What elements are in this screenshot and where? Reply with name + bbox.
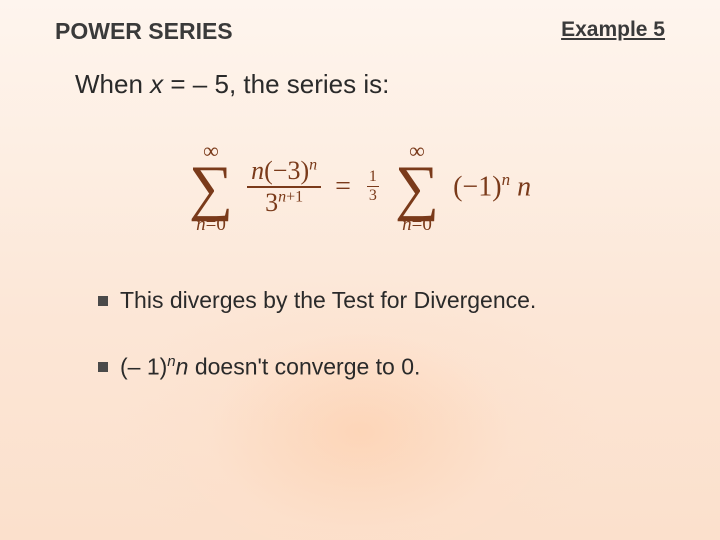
lhs-fraction: n(−3)n 3n+1 xyxy=(247,156,321,218)
bullet-text: (– 1)nn doesn't converge to 0. xyxy=(120,352,420,383)
intro-prefix: When xyxy=(75,69,150,99)
equals-sign: = xyxy=(335,171,351,203)
bullet-icon xyxy=(98,296,108,306)
coef-denominator: 3 xyxy=(367,187,379,205)
summation-left: ∞ ∑ n=0 xyxy=(189,140,233,234)
intro-variable: x xyxy=(150,69,163,99)
intro-value: – 5 xyxy=(193,69,229,99)
bullet-item: This diverges by the Test for Divergence… xyxy=(98,286,720,316)
sum-lower-limit-2: n=0 xyxy=(402,215,432,234)
equation-block: ∞ ∑ n=0 n(−3)n 3n+1 = 1 3 ∞ ∑ n=0 (−1)n … xyxy=(0,100,720,274)
sigma-symbol: ∑ xyxy=(189,162,233,215)
slide-title: POWER SERIES xyxy=(55,18,233,45)
summation-right: ∞ ∑ n=0 xyxy=(395,140,439,234)
coef-numerator: 1 xyxy=(367,168,379,186)
intro-suffix: , the series is: xyxy=(229,69,389,99)
intro-line: When x = – 5, the series is: xyxy=(0,45,720,100)
sigma-symbol-2: ∑ xyxy=(395,162,439,215)
sum-lower-limit: n=0 xyxy=(196,215,226,234)
rhs-term: (−1)n n xyxy=(453,170,531,203)
intro-equals: = xyxy=(163,69,193,99)
lhs-denominator: 3n+1 xyxy=(261,188,307,218)
bullet-list: This diverges by the Test for Divergence… xyxy=(0,274,720,382)
bullet-text: This diverges by the Test for Divergence… xyxy=(120,286,536,316)
bullet-item: (– 1)nn doesn't converge to 0. xyxy=(98,352,720,383)
lhs-numerator: n(−3)n xyxy=(247,156,321,186)
coefficient-fraction: 1 3 xyxy=(367,168,379,205)
bullet-icon xyxy=(98,362,108,372)
slide-header: POWER SERIES Example 5 xyxy=(0,0,720,45)
example-label: Example 5 xyxy=(561,18,665,45)
